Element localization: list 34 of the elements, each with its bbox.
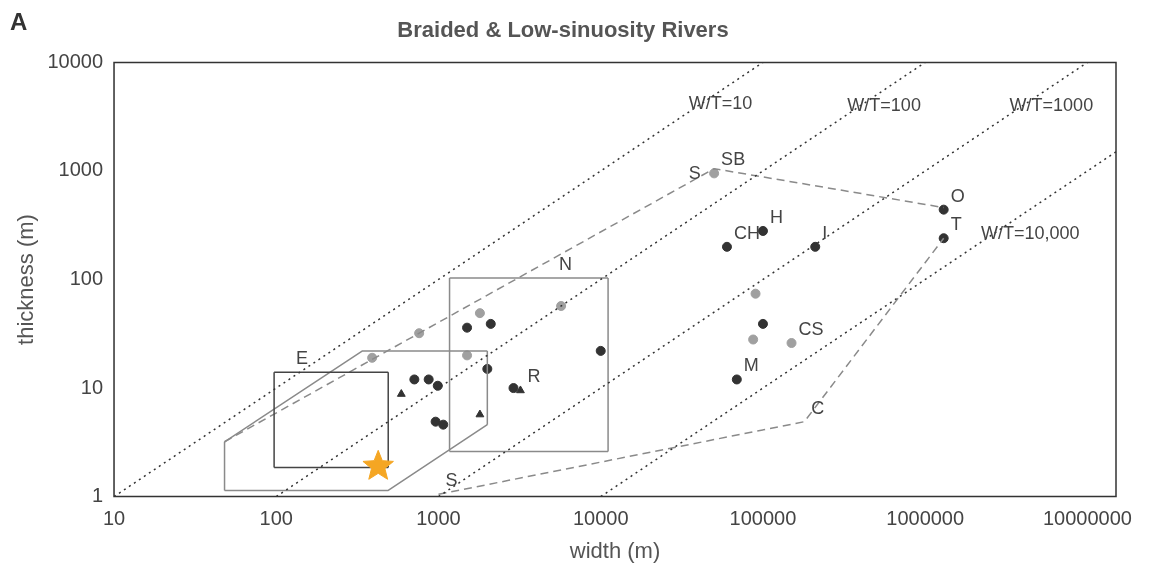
x-tick-label: 10000 — [572, 507, 629, 530]
y-tick-label: 10 — [80, 375, 104, 398]
x-tick-label: 1000 — [416, 507, 461, 530]
annotation: W/T=1000 — [1009, 95, 1094, 116]
annotation: M — [743, 355, 759, 376]
chart-title: Braided & Low-sinuosity Rivers — [397, 17, 729, 43]
annotation: W/T=10,000 — [981, 222, 1080, 243]
annotation: N — [558, 254, 572, 275]
x-tick-label: 100 — [259, 507, 293, 530]
annotation: W/T=10 — [688, 92, 753, 113]
annotation: T — [950, 214, 962, 235]
annotation: C — [811, 397, 825, 418]
annotation: I — [822, 222, 828, 243]
annotation: S — [688, 162, 701, 183]
annotation: O — [950, 185, 965, 206]
annotation: CH — [733, 222, 760, 243]
y-tick-label: 1 — [91, 484, 104, 507]
text: A — [10, 8, 28, 36]
annotation: S — [445, 470, 458, 491]
annotation: H — [769, 206, 783, 227]
annotation: CS — [798, 318, 824, 339]
y-tick-label: 1000 — [58, 158, 104, 181]
x-tick-label: 10000000 — [1042, 507, 1132, 530]
x-tick-label: 100000 — [729, 507, 797, 530]
y-axis-title: thickness (m) — [13, 214, 39, 345]
x-tick-label: 1000000 — [886, 507, 965, 530]
y-tick-label: 10000 — [47, 49, 104, 72]
annotation: R — [527, 366, 541, 387]
x-tick-label: 10 — [102, 507, 126, 530]
y-tick-label: 100 — [69, 267, 104, 290]
annotation: E — [296, 348, 309, 369]
x-axis-title: width (m) — [568, 537, 661, 563]
annotation: SB — [721, 149, 746, 170]
annotation: W/T=100 — [847, 95, 921, 116]
